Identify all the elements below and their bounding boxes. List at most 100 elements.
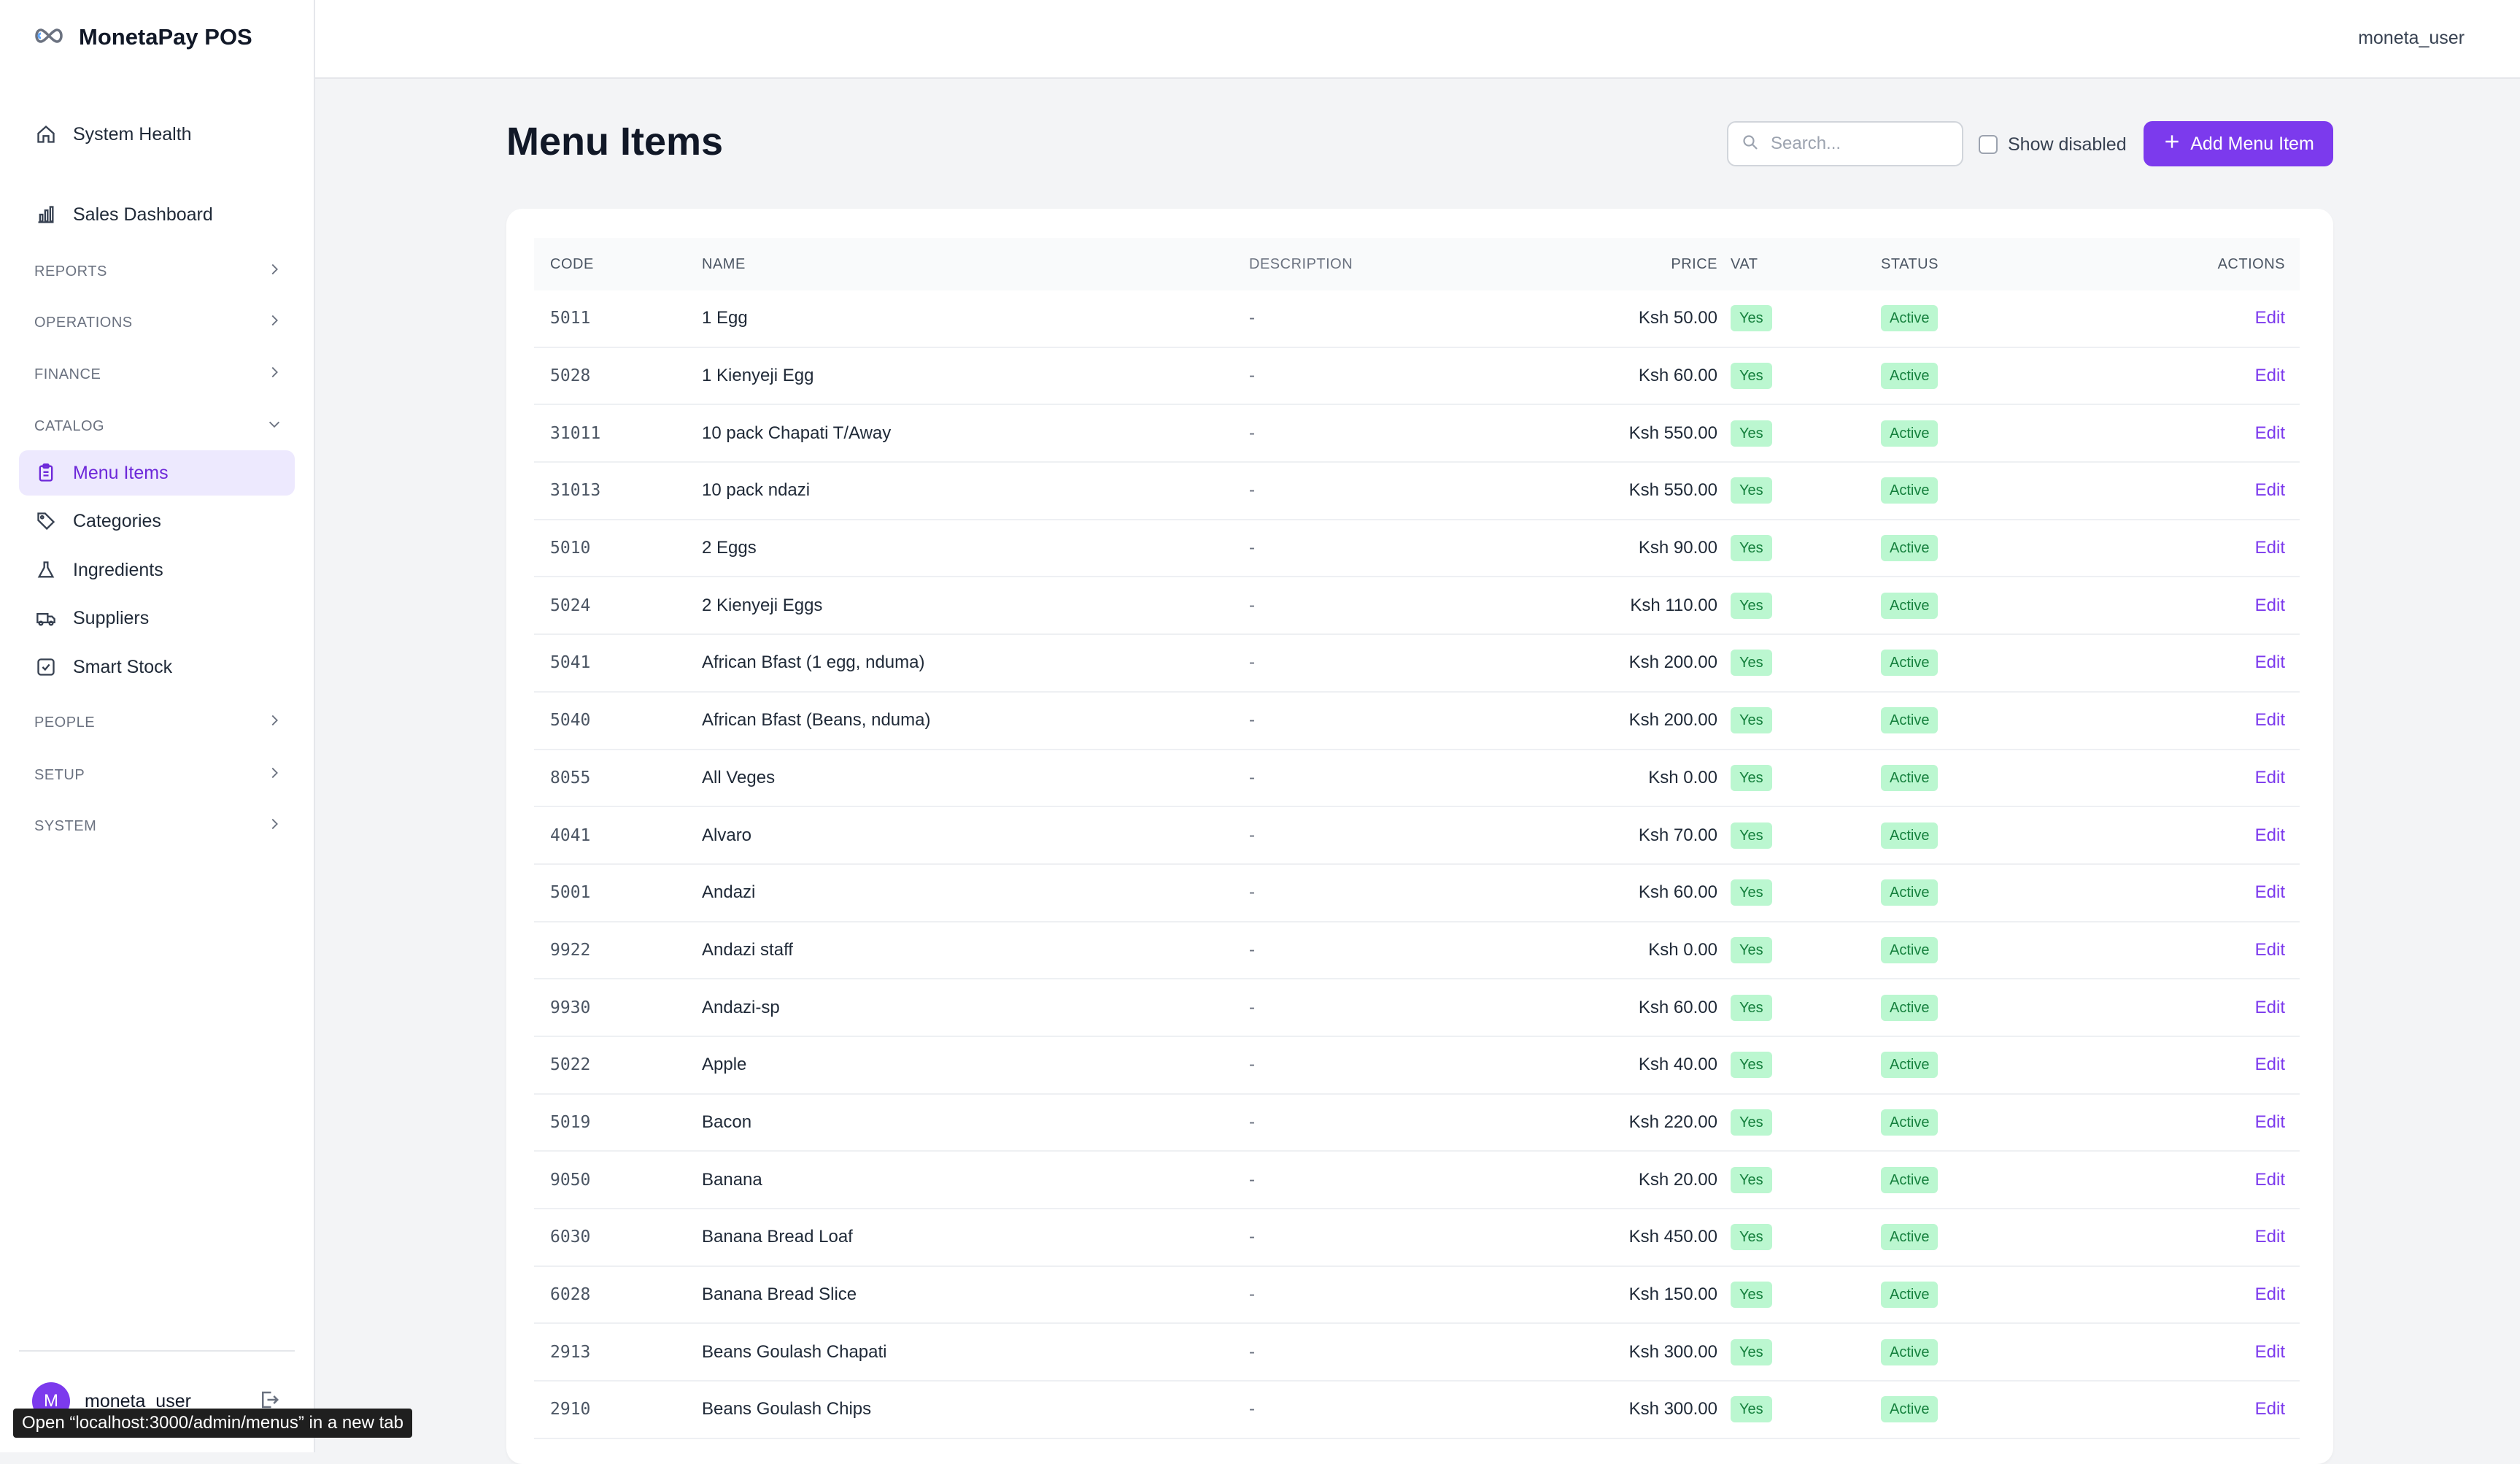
- cell-code: 2913: [550, 1342, 591, 1362]
- edit-link[interactable]: Edit: [2254, 1169, 2285, 1190]
- status-badge: Active: [1881, 1109, 1939, 1136]
- truck-icon: [35, 607, 57, 629]
- infinity-logo-icon: [32, 27, 66, 48]
- cell-name: Apple: [702, 1055, 747, 1075]
- edit-link[interactable]: Edit: [2254, 1227, 2285, 1247]
- sidebar-section-operations[interactable]: OPERATIONS: [34, 308, 282, 337]
- cell-vat: Yes: [1731, 1224, 1881, 1251]
- table-row: 9050 Banana - Ksh 20.00 Yes Active Edit: [534, 1152, 2300, 1209]
- edit-link[interactable]: Edit: [2254, 997, 2285, 1017]
- status-badge: Active: [1881, 1224, 1939, 1251]
- header-vat: VAT: [1731, 255, 1758, 272]
- vat-badge: Yes: [1731, 764, 1772, 791]
- sidebar-item-menu-items[interactable]: Menu Items: [19, 450, 295, 496]
- topbar: moneta_user: [315, 0, 2520, 79]
- search-input[interactable]: [1769, 133, 1940, 155]
- cell-code: 4041: [550, 825, 591, 845]
- edit-link[interactable]: Edit: [2254, 767, 2285, 787]
- sidebar-item-sales-dashboard[interactable]: Sales Dashboard: [19, 192, 295, 237]
- cell-code: 9922: [550, 940, 591, 960]
- sidebar-section-finance[interactable]: FINANCE: [34, 360, 282, 389]
- sidebar-item-categories[interactable]: Categories: [19, 498, 295, 544]
- status-badge: Active: [1881, 305, 1939, 332]
- sidebar-item-system-health[interactable]: System Health: [19, 112, 295, 157]
- vat-badge: Yes: [1731, 822, 1772, 849]
- show-disabled-checkbox[interactable]: [1979, 135, 1998, 154]
- cell-actions: Edit: [2158, 1399, 2300, 1419]
- status-badge: Active: [1881, 822, 1939, 849]
- cell-vat: Yes: [1731, 1109, 1881, 1136]
- edit-link[interactable]: Edit: [2254, 882, 2285, 903]
- sidebar-item-smart-stock[interactable]: Smart Stock: [19, 644, 295, 690]
- sidebar-section-system[interactable]: SYSTEM: [34, 812, 282, 841]
- edit-link[interactable]: Edit: [2254, 1399, 2285, 1419]
- cell-code: 31011: [550, 423, 601, 443]
- cell-description: -: [1249, 308, 1255, 328]
- cell-status: Active: [1881, 822, 2158, 849]
- cell-code: 9050: [550, 1170, 591, 1190]
- chevron-right-icon: [266, 712, 282, 733]
- edit-link[interactable]: Edit: [2254, 652, 2285, 673]
- edit-link[interactable]: Edit: [2254, 1284, 2285, 1305]
- cell-actions: Edit: [2158, 710, 2300, 731]
- sidebar-section-reports[interactable]: REPORTS: [34, 257, 282, 286]
- cell-description: -: [1249, 423, 1255, 443]
- sidebar-section-setup[interactable]: SETUP: [34, 760, 282, 790]
- header-price[interactable]: PRICE: [1671, 255, 1717, 272]
- sidebar-item-suppliers[interactable]: Suppliers: [19, 596, 295, 641]
- edit-link[interactable]: Edit: [2254, 825, 2285, 845]
- cell-status: Active: [1881, 650, 2158, 677]
- status-badge: Active: [1881, 535, 1939, 562]
- cell-vat: Yes: [1731, 305, 1881, 332]
- logout-icon[interactable]: [258, 1389, 280, 1414]
- edit-link[interactable]: Edit: [2254, 939, 2285, 960]
- cell-name: Beans Goulash Chips: [702, 1399, 872, 1419]
- header-code[interactable]: CODE: [550, 255, 594, 272]
- cell-vat: Yes: [1731, 879, 1881, 906]
- edit-link[interactable]: Edit: [2254, 1055, 2285, 1075]
- edit-link[interactable]: Edit: [2254, 710, 2285, 731]
- table-row: 5040 African Bfast (Beans, nduma) - Ksh 200…: [534, 693, 2300, 750]
- edit-link[interactable]: Edit: [2254, 366, 2285, 386]
- table-header: CODE NAME DESCRIPTION PRICE VAT STATUS A…: [534, 238, 2300, 290]
- cell-price: Ksh 300.00: [1628, 1341, 1717, 1362]
- plus-icon: [2163, 132, 2181, 156]
- cell-description: -: [1249, 997, 1255, 1017]
- status-badge: Active: [1881, 764, 1939, 791]
- section-label: REPORTS: [34, 263, 107, 280]
- cell-description: -: [1249, 1341, 1255, 1362]
- brand[interactable]: MonetaPay POS: [32, 20, 252, 54]
- edit-link[interactable]: Edit: [2254, 1112, 2285, 1132]
- cell-vat: Yes: [1731, 1052, 1881, 1079]
- sidebar-divider: [19, 1350, 295, 1352]
- cell-price: Ksh 20.00: [1638, 1169, 1717, 1190]
- add-menu-item-button[interactable]: Add Menu Item: [2144, 121, 2333, 166]
- edit-link[interactable]: Edit: [2254, 423, 2285, 443]
- edit-link[interactable]: Edit: [2254, 595, 2285, 615]
- search-box[interactable]: [1727, 121, 1963, 166]
- table-row: 5041 African Bfast (1 egg, nduma) - Ksh 200…: [534, 635, 2300, 693]
- edit-link[interactable]: Edit: [2254, 308, 2285, 328]
- table-row: 5028 1 Kienyeji Egg - Ksh 60.00 Yes Active Edi…: [534, 348, 2300, 406]
- table-row: 9922 Andazi staff - Ksh 0.00 Yes Active Edit: [534, 922, 2300, 980]
- cell-status: Active: [1881, 420, 2158, 447]
- edit-link[interactable]: Edit: [2254, 538, 2285, 558]
- cell-vat: Yes: [1731, 477, 1881, 504]
- edit-link[interactable]: Edit: [2254, 1341, 2285, 1362]
- table-row: 5019 Bacon - Ksh 220.00 Yes Active Edit: [534, 1095, 2300, 1152]
- table-row: 2910 Beans Goulash Chips - Ksh 300.00 Yes Act…: [534, 1382, 2300, 1439]
- topbar-username[interactable]: moneta_user: [2358, 28, 2465, 48]
- edit-link[interactable]: Edit: [2254, 480, 2285, 501]
- status-badge: Active: [1881, 936, 1939, 963]
- cell-vat: Yes: [1731, 1338, 1881, 1365]
- cell-actions: Edit: [2158, 768, 2300, 788]
- section-label: SETUP: [34, 766, 85, 783]
- header-name[interactable]: NAME: [702, 255, 746, 272]
- sidebar-section-people[interactable]: PEOPLE: [34, 708, 282, 737]
- cell-status: Active: [1881, 305, 2158, 332]
- cell-actions: Edit: [2158, 940, 2300, 960]
- cell-status: Active: [1881, 363, 2158, 390]
- show-disabled-toggle[interactable]: Show disabled: [1979, 130, 2127, 159]
- sidebar-item-ingredients[interactable]: Ingredients: [19, 547, 295, 593]
- sidebar-section-catalog[interactable]: CATALOG: [34, 412, 282, 441]
